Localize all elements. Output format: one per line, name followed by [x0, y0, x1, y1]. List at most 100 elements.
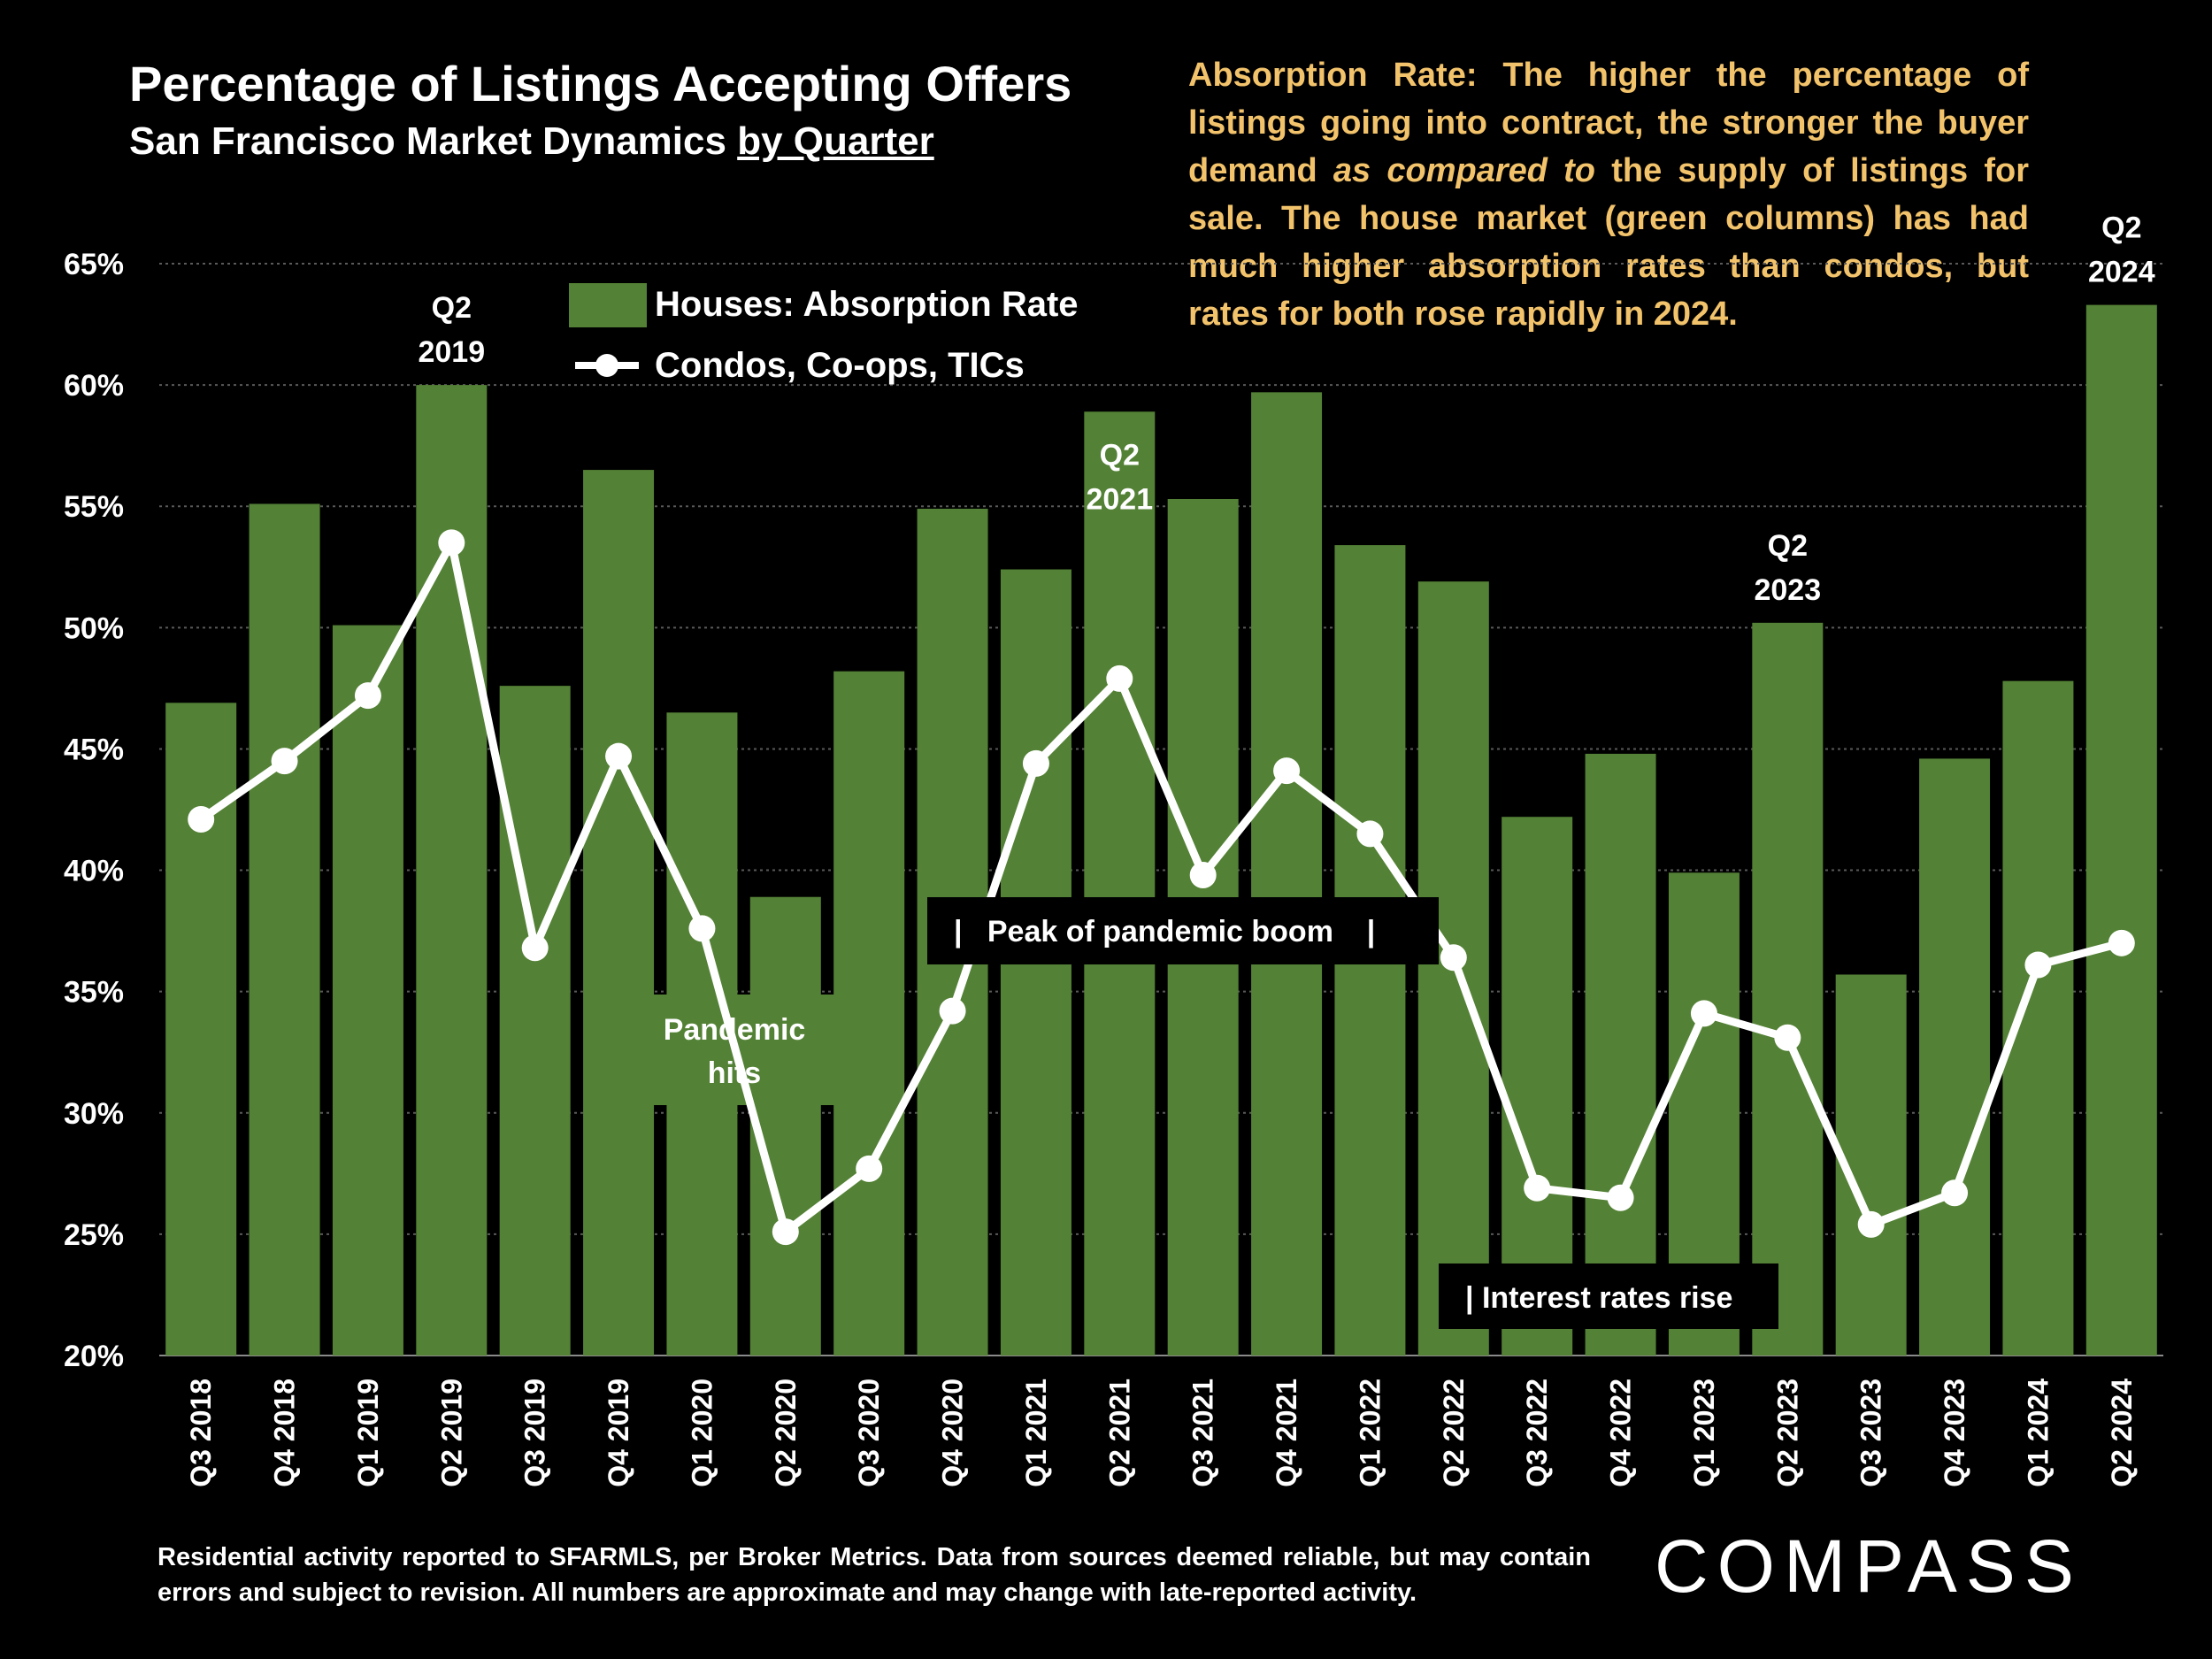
condo-point: [1774, 1024, 1801, 1051]
bar-annotation-year: 2023: [1754, 573, 1821, 607]
condo-line-path: [198, 538, 2123, 1236]
x-tick-label: Q4 2022: [1605, 1379, 1637, 1487]
pandemic-callout-line2: hits: [708, 1056, 761, 1090]
rates-callout-box: [1439, 1263, 1778, 1329]
x-tick-label: Q4 2018: [269, 1379, 301, 1487]
bar-annotation-quarter: Q2: [432, 291, 472, 325]
y-tick-label: 65%: [64, 248, 124, 281]
house-bar: [583, 470, 655, 1356]
legend-condos: Condos, Co-ops, TICs: [655, 346, 1025, 385]
x-tick-label: Q1 2019: [352, 1379, 384, 1487]
bar-annotation-year: 2019: [418, 335, 485, 369]
tick-labels: 20% 25% 30% 35% 40% 45% 50% 55% 60% 65% Q3 2018 Q4 …: [64, 211, 2155, 1487]
legend-bar-swatch: [569, 283, 647, 327]
house-bar: [1585, 753, 1656, 1356]
condo-point: [1022, 749, 1049, 777]
bar-annotation-year: 2021: [1086, 482, 1153, 516]
x-tick-label: Q2 2021: [1103, 1379, 1135, 1487]
x-tick-label: Q3 2021: [1187, 1379, 1219, 1487]
y-tick-label: 50%: [64, 611, 124, 645]
condo-point: [1857, 1210, 1885, 1238]
condo-point: [354, 682, 381, 710]
bar-annotation-quarter: Q2: [2101, 211, 2141, 245]
legend: Houses: Absorption Rate Condos, Co-ops, …: [569, 283, 1079, 385]
x-tick-label: Q3 2023: [1855, 1379, 1887, 1487]
x-tick-label: Q1 2021: [1020, 1379, 1052, 1487]
x-tick-label: Q2 2024: [2106, 1379, 2138, 1487]
condo-point: [1524, 1174, 1551, 1202]
x-tick-label: Q4 2019: [603, 1379, 634, 1487]
absorption-note: Absorption Rate: The higher the percenta…: [1188, 51, 2029, 338]
x-tick-label: Q1 2023: [1688, 1379, 1720, 1487]
house-bar: [1084, 411, 1156, 1356]
condo-point: [1273, 757, 1301, 785]
x-tick-label: Q2 2019: [435, 1379, 467, 1487]
x-tick-label: Q3 2018: [185, 1379, 217, 1487]
condo-point: [438, 529, 465, 557]
subtitle-by-quarter: by Quarter: [737, 119, 934, 163]
x-tick-label: Q3 2019: [519, 1379, 551, 1487]
condo-line: [188, 529, 2135, 1246]
house-bar: [2085, 304, 2157, 1356]
compass-logo: COMPASS: [1655, 1525, 2083, 1608]
x-tick-label: Q1 2020: [686, 1379, 718, 1487]
condo-point: [1690, 1000, 1717, 1027]
y-tick-label: 55%: [64, 490, 124, 524]
condo-point: [1106, 664, 1133, 692]
x-tick-label: Q2 2022: [1438, 1379, 1470, 1487]
condo-point: [688, 915, 716, 942]
legend-line-marker: [595, 354, 618, 377]
condo-point: [188, 805, 215, 833]
boxed-callouts: | Peak of pandemic boom | | Interest rat…: [927, 897, 1778, 1329]
legend-houses: Houses: Absorption Rate: [655, 285, 1079, 324]
y-tick-label: 30%: [64, 1097, 124, 1131]
house-bar: [749, 896, 821, 1356]
note-part-1: Absorption Rate: The higher the percenta…: [1188, 57, 2029, 189]
house-bar: [833, 671, 905, 1356]
house-bar: [332, 625, 403, 1356]
note-italic: as compared to: [1333, 152, 1596, 189]
house-bar: [1251, 392, 1323, 1356]
house-bar: [249, 503, 320, 1356]
y-tick-label: 45%: [64, 733, 124, 766]
house-bar: [2002, 680, 2074, 1356]
y-tick-label: 35%: [64, 976, 124, 1010]
condo-point: [2024, 951, 2052, 979]
x-tick-label: Q1 2024: [2022, 1379, 2054, 1487]
bar-annotation-year: 2024: [2088, 256, 2155, 289]
footer-disclaimer: Residential activity reported to SFARMLS…: [157, 1543, 1591, 1607]
condo-point: [605, 742, 633, 770]
house-bar: [1752, 622, 1824, 1356]
subtitle-main: San Francisco Market Dynamics: [129, 119, 738, 163]
condo-point: [2108, 929, 2135, 956]
y-tick-label: 25%: [64, 1218, 124, 1252]
bar-annotation-quarter: Q2: [1768, 529, 1808, 563]
condo-point: [271, 748, 298, 775]
condo-point: [1607, 1184, 1634, 1211]
chart-title: Percentage of Listings Accepting Offers: [129, 56, 1072, 111]
condo-point: [772, 1218, 799, 1246]
condo-point: [1440, 944, 1467, 972]
y-tick-label: 40%: [64, 855, 124, 888]
x-tick-label: Q3 2020: [853, 1379, 885, 1487]
x-tick-label: Q2 2023: [1771, 1379, 1803, 1487]
x-tick-label: Q3 2022: [1521, 1379, 1553, 1487]
x-tick-label: Q1 2022: [1354, 1379, 1386, 1487]
rates-callout: | Interest rates rise: [1465, 1281, 1732, 1315]
peak-callout-box: [927, 897, 1439, 964]
y-tick-label: 20%: [64, 1340, 124, 1373]
x-tick-label: Q2 2020: [770, 1379, 802, 1487]
x-tick-label: Q4 2023: [1939, 1379, 1970, 1487]
condo-point: [939, 997, 966, 1025]
condo-point: [521, 934, 549, 962]
grid-lines: [159, 263, 2163, 1356]
x-tick-label: Q4 2020: [937, 1379, 969, 1487]
house-bar: [499, 686, 571, 1356]
condo-point: [1941, 1179, 1969, 1207]
y-tick-label: 60%: [64, 369, 124, 403]
condo-point: [1356, 820, 1384, 848]
peak-callout: | Peak of pandemic boom |: [954, 915, 1375, 949]
house-bar: [1919, 758, 1991, 1356]
note-part-2: the supply of listings for sale. The hou…: [1188, 152, 2029, 333]
